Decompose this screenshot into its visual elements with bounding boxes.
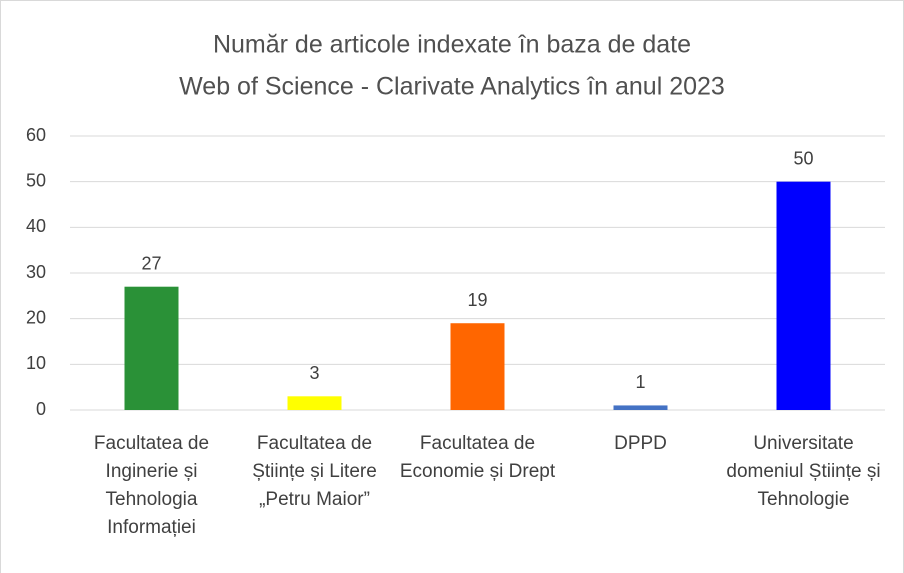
y-tick-label: 30 <box>26 262 46 282</box>
x-tick-label: Facultatea de Inginerie și Tehnologia In… <box>93 433 210 538</box>
data-label: 27 <box>141 253 161 273</box>
y-tick-label: 20 <box>26 307 46 327</box>
chart-title: Web of Science - Clarivate Analytics în … <box>179 73 725 101</box>
y-tick-label: 60 <box>26 125 46 145</box>
bar <box>613 405 668 410</box>
data-label: 19 <box>467 290 487 310</box>
y-tick-label: 40 <box>26 216 46 236</box>
x-tick-label: Facultatea de Științe și Litere „Petru M… <box>252 433 377 510</box>
chart-title: Număr de articole indexate în baza de da… <box>213 31 691 59</box>
bar <box>124 286 179 410</box>
bar <box>776 181 831 410</box>
data-label: 3 <box>309 363 319 383</box>
y-tick-label: 10 <box>26 353 46 373</box>
bar <box>287 396 342 410</box>
bar <box>450 323 505 410</box>
x-tick-label: Facultatea de Economie și Drept <box>399 433 556 482</box>
y-tick-label: 50 <box>26 170 46 190</box>
x-tick-label: DPPD <box>614 433 667 454</box>
x-tick-label: Universitate domeniul Științe și Tehnolo… <box>726 433 881 510</box>
data-label: 1 <box>635 372 645 392</box>
y-tick-label: 0 <box>36 399 46 419</box>
data-label: 50 <box>793 148 813 168</box>
